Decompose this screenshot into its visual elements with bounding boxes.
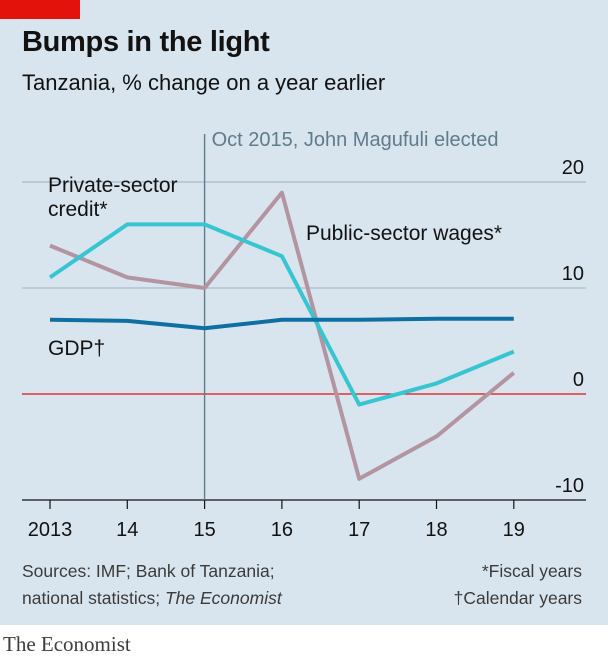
source-line-2-text: national statistics; [22, 588, 165, 608]
source-line-2-italic: The Economist [164, 588, 282, 608]
series-line-gdp [49, 316, 514, 331]
x-tick-label-2018: 18 [425, 519, 447, 541]
label-private-credit-line-1: Private-sector [48, 174, 178, 197]
x-axis: 2013 14 15 16 17 18 19 [28, 500, 525, 541]
label-gdp: GDP† [48, 337, 105, 360]
x-tick-label-2013: 2013 [28, 519, 73, 541]
y-tick-label-20: 20 [562, 157, 584, 179]
x-tick-label-2015: 15 [193, 519, 215, 541]
y-tick-label-10: 10 [562, 263, 584, 285]
economist-brand: The Economist [3, 632, 131, 656]
annotations: Oct 2015, John Magufuli elected [203, 129, 499, 500]
y-tick-label-minus-10: -10 [555, 475, 584, 497]
y-axis: 20 10 0 -10 [555, 157, 584, 497]
chart-panel [0, 0, 608, 625]
chart-subtitle: Tanzania, % change on a year earlier [22, 70, 386, 95]
note-calendar-years: †Calendar years [453, 588, 582, 608]
label-private-credit-line-2: credit* [48, 198, 108, 221]
x-tick-label-2016: 16 [271, 519, 293, 541]
note-fiscal-years: *Fiscal years [481, 561, 582, 581]
y-tick-label-0: 0 [573, 369, 584, 391]
label-public-wages: Public-sector wages* [306, 222, 502, 245]
source-line-2: national statistics; The Economist [22, 585, 282, 612]
x-tick-label-2014: 14 [116, 519, 138, 541]
series-line-private-credit [48, 222, 515, 407]
chart-title: Bumps in the light [22, 26, 270, 58]
series-line-public-wages [49, 190, 516, 481]
line-chart: Oct 2015, John Magufuli elected Private-… [22, 129, 586, 541]
source-note: Sources: IMF; Bank of Tanzania; national… [22, 558, 282, 612]
brand-red-tag [0, 0, 80, 19]
x-tick-label-2017: 17 [348, 519, 370, 541]
source-line-1: Sources: IMF; Bank of Tanzania; [22, 561, 275, 581]
series-lines [48, 190, 516, 481]
x-tick-label-2019: 19 [503, 519, 525, 541]
gridlines [22, 181, 586, 501]
election-annotation-label: Oct 2015, John Magufuli elected [212, 129, 499, 151]
footnotes: *Fiscal years †Calendar years [454, 558, 582, 612]
